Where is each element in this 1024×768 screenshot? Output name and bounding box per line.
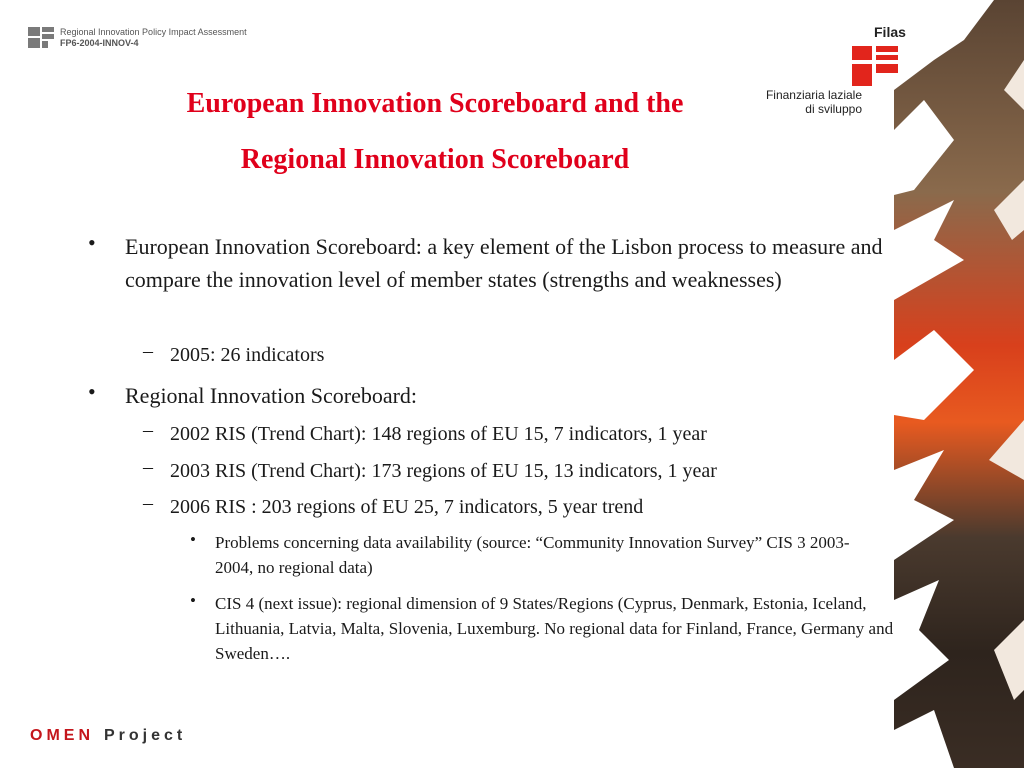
bullet-marker: – — [143, 492, 153, 514]
decorative-photo-strip — [894, 0, 1024, 768]
filas-logo-name: Finanziaria laziale di sviluppo — [762, 88, 862, 116]
header-org-line1: Regional Innovation Policy Impact Assess… — [60, 27, 247, 37]
header-logo-mark-icon — [28, 27, 54, 48]
bullet-text: Regional Innovation Scoreboard: — [125, 383, 418, 408]
footer-project: Project — [104, 727, 187, 744]
bullet-text: 2006 RIS : 203 regions of EU 25, 7 indic… — [170, 496, 644, 518]
bullet-text: 2005: 26 indicators — [170, 344, 325, 366]
header-org-text: Regional Innovation Policy Impact Assess… — [60, 27, 247, 49]
footer-project-label: OMEN Project — [30, 727, 186, 745]
bullet-text: Problems concerning data availability (s… — [215, 533, 850, 577]
filas-logo-line2: di sviluppo — [805, 102, 862, 116]
bullet-text: European Innovation Scoreboard: a key el… — [125, 234, 883, 292]
bullet-text: CIS 4 (next issue): regional dimension o… — [215, 594, 894, 663]
filas-logo-word: Filas — [874, 24, 906, 40]
bullet-text: 2003 RIS (Trend Chart): 173 regions of E… — [170, 460, 717, 482]
filas-logo: Filas Finanziaria laziale di sviluppo — [762, 24, 912, 124]
bullet-marker: • — [88, 379, 96, 404]
header-org-line2: FP6-2004-INNOV-4 — [60, 38, 139, 48]
bullet-marker: – — [143, 419, 153, 441]
bullet-text: 2002 RIS (Trend Chart): 148 regions of E… — [170, 423, 707, 445]
bullet-marker: • — [190, 530, 196, 549]
bullet-marker: • — [190, 591, 196, 610]
bullet-marker: – — [143, 340, 153, 362]
bullet-marker: – — [143, 456, 153, 478]
filas-logo-line1: Finanziaria laziale — [765, 88, 862, 102]
bullet-marker: • — [88, 230, 96, 255]
filas-logo-mark-icon — [852, 46, 898, 86]
slide-title-line2: Regional Innovation Scoreboard — [240, 144, 630, 175]
footer-omen: OMEN — [30, 727, 94, 744]
header-logo: Regional Innovation Policy Impact Assess… — [28, 27, 247, 49]
slide-title-line1: European Innovation Scoreboard and the — [186, 88, 684, 119]
